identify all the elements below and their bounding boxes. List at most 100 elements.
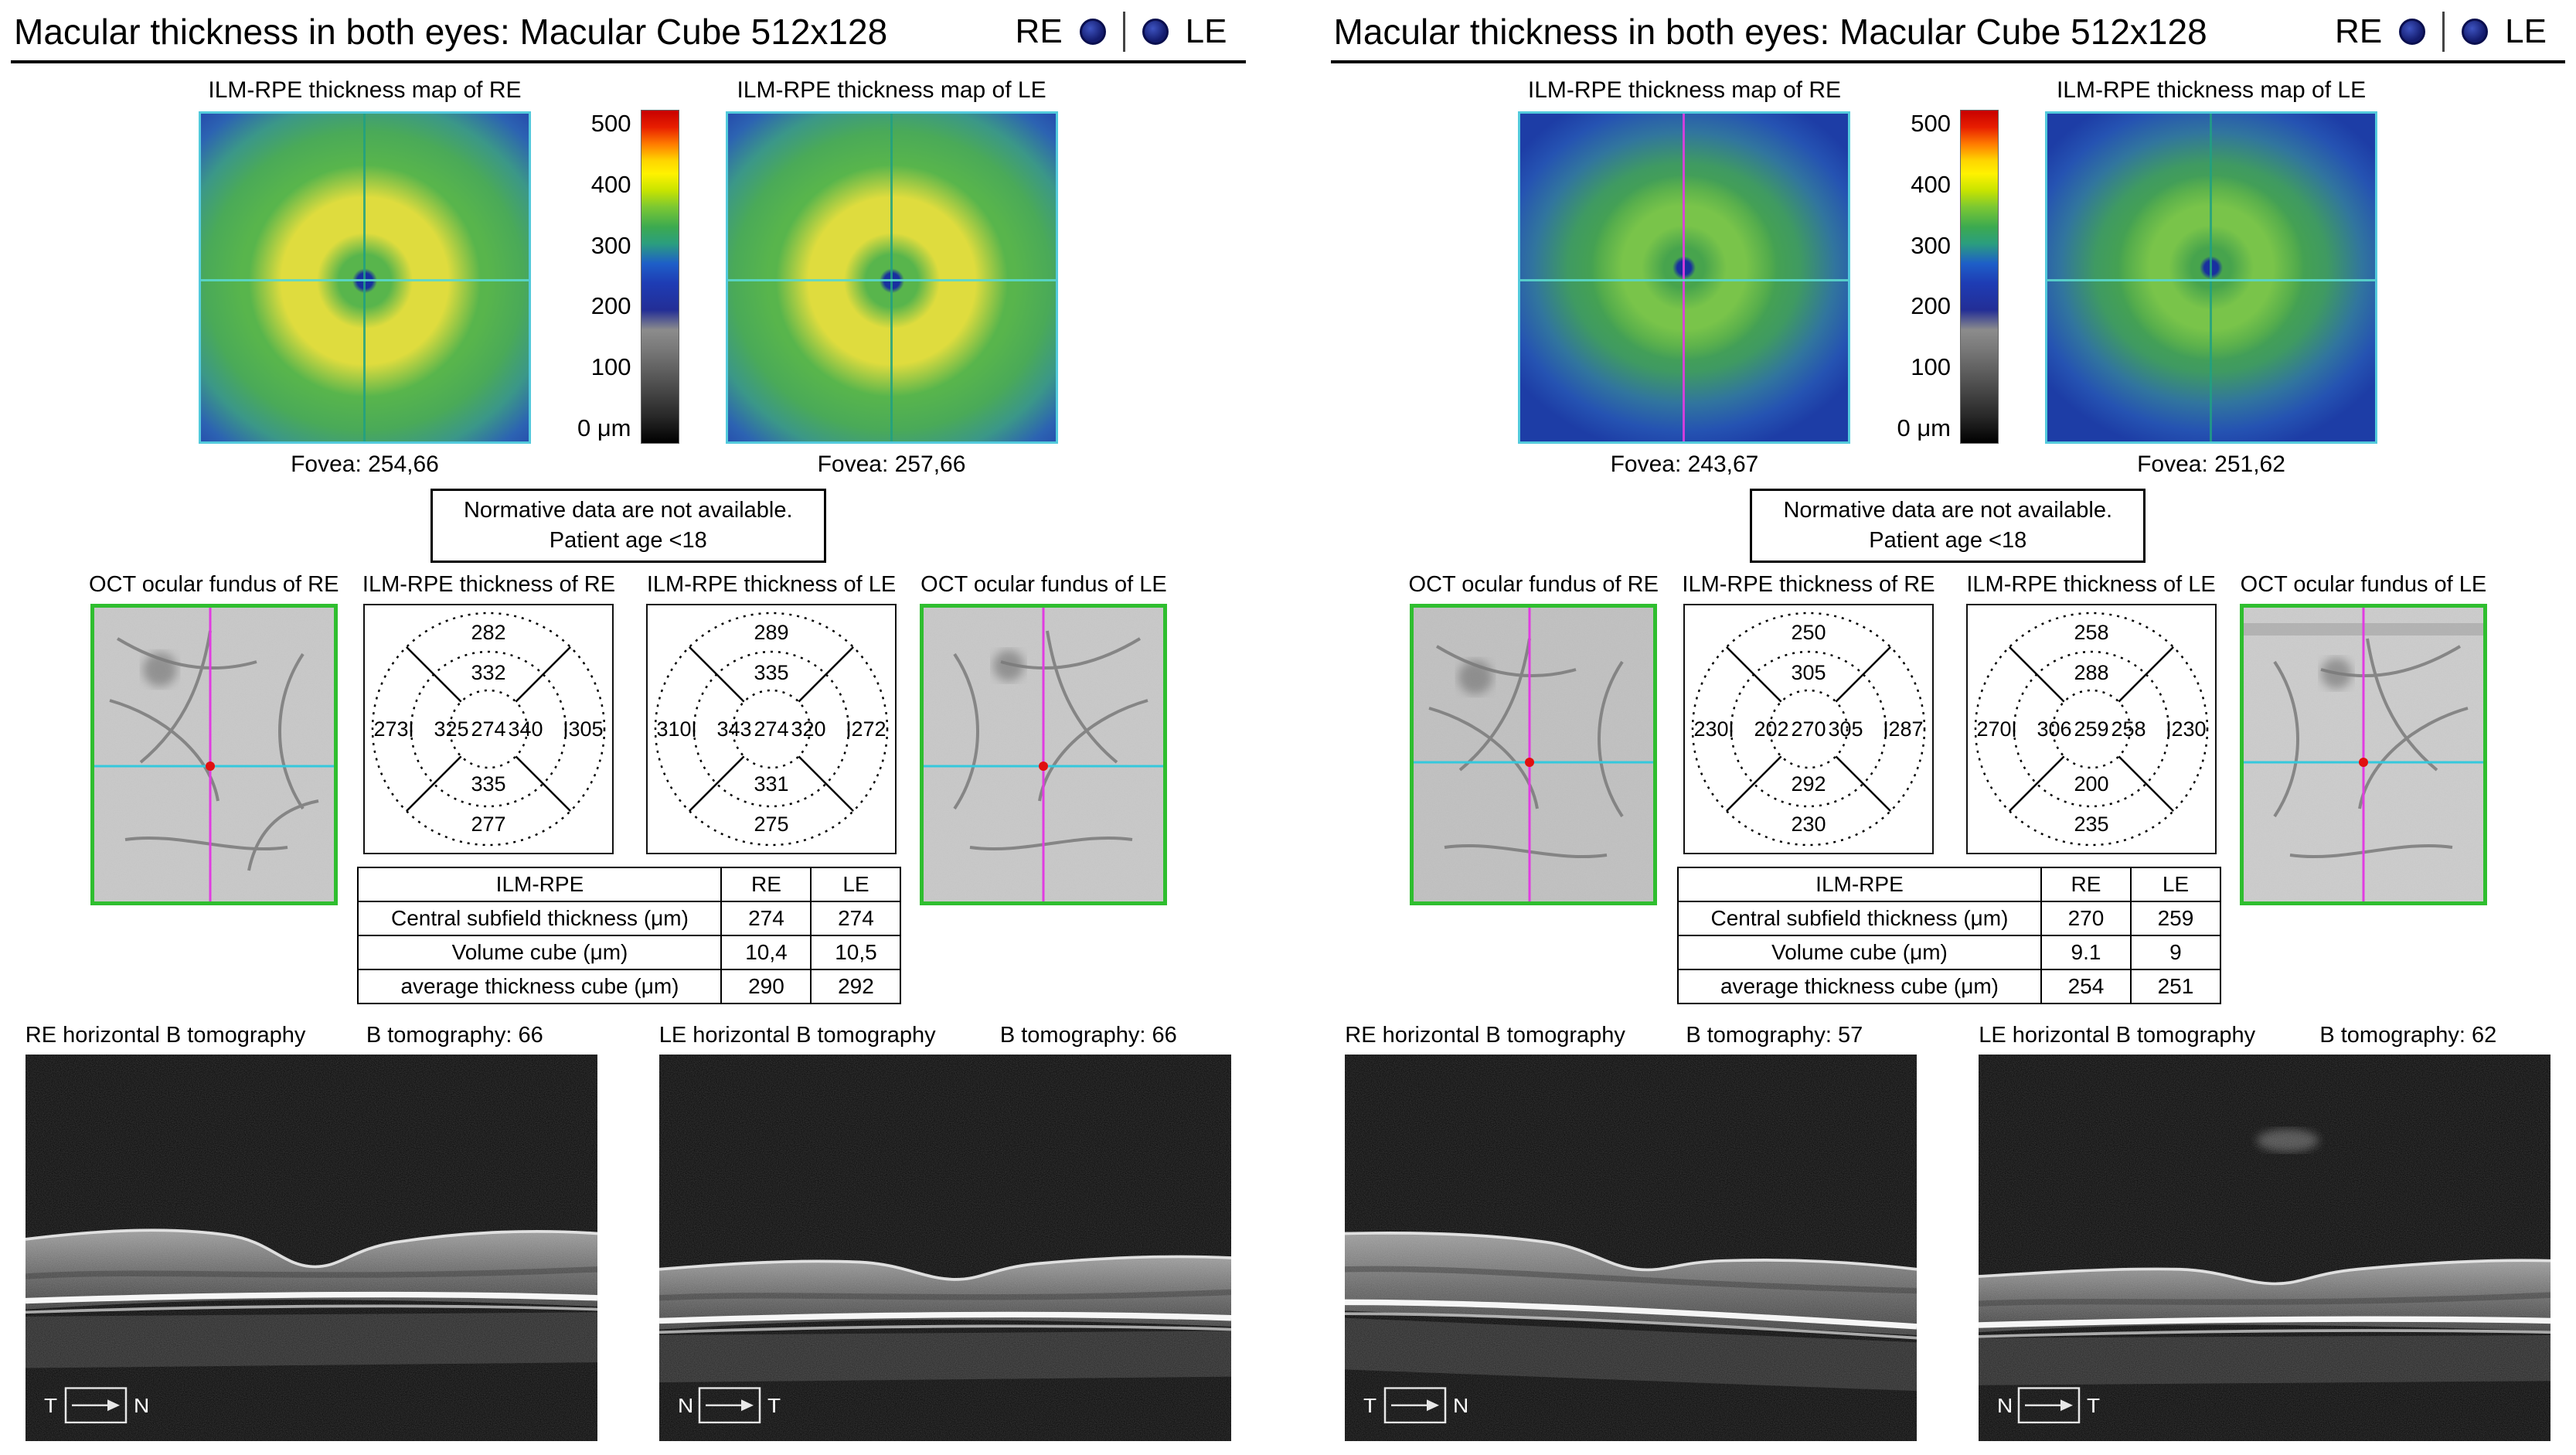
grid-value-bottom-inner: 200 [2074,772,2108,796]
bscan-column-re: RE horizontal B tomography B tomography:… [1345,1023,1918,1442]
fundus-title-re: OCT ocular fundus of RE [1408,572,1659,598]
grid-value-bottom-inner: 331 [754,772,789,796]
map-title-le: ILM-RPE thickness map of LE [2056,77,2367,103]
map-column-re: ILM-RPE thickness map of RE Fovea: 254,6… [198,77,531,478]
bscan-info-le: B tomography: 66 [999,1023,1177,1048]
fundus-and-grids-row: OCT ocular fundus of RE [11,572,1246,1005]
fundus-svg [94,608,334,902]
fundus-column-le: OCT ocular fundus of LE [2239,572,2487,906]
grid-value-left-outer: 270 [1976,717,2011,741]
re-radio-button[interactable] [2399,19,2426,45]
orientation-left-mark: T [44,1395,57,1417]
bscan-title-re: RE horizontal B tomography [25,1023,306,1048]
scale-tick: 300 [1911,231,1952,259]
grid-value-left-outer: 310 [657,717,692,741]
le-radio-button[interactable] [1142,19,1169,45]
scale-tick: 0 μm [1897,414,1952,441]
table-header-le: LE [810,867,902,903]
divider [1122,12,1125,52]
etdrs-column-le: ILM-RPE thickness of LE [1965,572,2217,855]
map-column-re: ILM-RPE thickness map of RE Fovea: 243,6… [1518,77,1851,478]
fovea-coordinates-re: Fovea: 254,66 [291,451,439,477]
report-panel-left: Macular thickness in both eyes: Macular … [11,8,1246,1442]
fundus-column-le: OCT ocular fundus of LE [920,572,1168,906]
bscan-info-re: B tomography: 57 [1686,1023,1863,1048]
scale-tick: 400 [1911,170,1952,198]
row-le-value: 274 [810,901,902,937]
fovea-marker [1525,758,1535,768]
scale-tick: 500 [1911,110,1952,137]
row-le-value: 259 [2129,901,2221,937]
row-le-value: 251 [2129,969,2221,1005]
re-radio-button[interactable] [1079,19,1106,45]
grid-value-bottom-outer: 230 [1791,813,1826,836]
color-scale: 500 400 300 200 100 0 μm [577,110,679,444]
le-label: LE [1185,12,1227,50]
etdrs-column-re: ILM-RPE thickness of RE [362,572,615,855]
scale-tick: 0 μm [577,414,631,441]
arrow-icon [1427,1399,1440,1412]
bscan-title-re: RE horizontal B tomography [1345,1023,1625,1048]
fundus-image-re [1410,604,1658,906]
orientation-right-mark: T [2087,1395,2100,1417]
map-title-re: ILM-RPE thickness map of RE [208,77,522,103]
grids-and-table: ILM-RPE thickness of RE [357,572,902,1005]
re-label: RE [1015,12,1063,50]
grid-value-right-outer: 287 [1888,717,1923,741]
grid-value-bottom-inner: 335 [471,772,506,796]
notice-line-2: Patient age <18 [1869,528,2027,554]
table-header-re: RE [2040,867,2132,903]
eye-toggle-group: RE LE [1016,12,1240,52]
crosshair-vertical [362,114,366,441]
grid-value-top-inner: 332 [471,661,506,684]
grid-value-right-outer: 272 [852,717,886,741]
orientation-left-mark: N [678,1395,693,1417]
orientation-right-mark: N [1453,1395,1468,1417]
ilm-rpe-table-wrap: ILM-RPE RE LE Central subfield thickness… [1676,867,2221,1005]
ilm-rpe-table: ILM-RPE RE LE Central subfield thickness… [1676,867,2221,1005]
row-le-value: 292 [810,969,902,1005]
le-radio-button[interactable] [2462,19,2489,45]
thickness-map-re [1518,111,1851,444]
b-tomography-row: RE horizontal B tomography B tomography:… [11,1023,1246,1442]
grid-value-right-inner: 258 [2111,717,2146,741]
scale-tick: 400 [590,170,631,198]
row-le-value: 10,5 [810,935,902,971]
row-re-value: 254 [2040,969,2132,1005]
bscan-title-le: LE horizontal B tomography [658,1023,936,1048]
crosshair-vertical [2210,114,2213,441]
fundus-and-grids-row: OCT ocular fundus of RE [1331,572,2566,1005]
bscan-image-re: T N [25,1055,597,1442]
grid-value-bottom-inner: 292 [1791,772,1826,796]
row-le-value: 9 [2129,935,2221,971]
grid-value-right-inner: 305 [1828,717,1863,741]
etdrs-grid-re: 250 305 230 202 270 305 287 292 230 [1683,604,1934,855]
optic-shadow [993,650,1025,682]
row-label: Volume cube (μm) [357,935,723,971]
table-header-label: ILM-RPE [1676,867,2042,903]
fundus-svg [924,608,1164,902]
grid-value-bottom-outer: 235 [2074,813,2108,836]
orientation-left-mark: N [1997,1395,2013,1417]
orientation-indicator: T N [44,1387,149,1424]
map-title-re: ILM-RPE thickness map of RE [1527,77,1842,103]
le-label: LE [2505,12,2547,50]
grid-value-right-outer: 305 [569,717,604,741]
etdrs-title-re: ILM-RPE thickness of RE [1682,572,1935,598]
thickness-map-re [198,111,531,444]
grid-value-bottom-outer: 275 [754,813,789,836]
color-scale-labels: 500 400 300 200 100 0 μm [1897,110,1951,442]
grid-value-top-outer: 282 [471,621,506,644]
thickness-maps-row: ILM-RPE thickness map of RE Fovea: 254,6… [11,77,1246,478]
map-title-le: ILM-RPE thickness map of LE [737,77,1046,103]
etdrs-grid-le: 289 335 310 343 274 320 272 331 275 [646,604,897,855]
grid-value-left-outer: 273 [374,717,409,741]
fundus-column-re: OCT ocular fundus of RE [1408,572,1659,906]
row-label: Central subfield thickness (μm) [357,901,723,937]
scale-tick: 100 [1911,353,1952,381]
thickness-map-le [2045,111,2378,444]
retinal-vessels [109,630,319,871]
notice-line-1: Normative data are not available. [1783,498,2113,523]
bscan-column-le: LE horizontal B tomography B tomography:… [1979,1023,2551,1442]
